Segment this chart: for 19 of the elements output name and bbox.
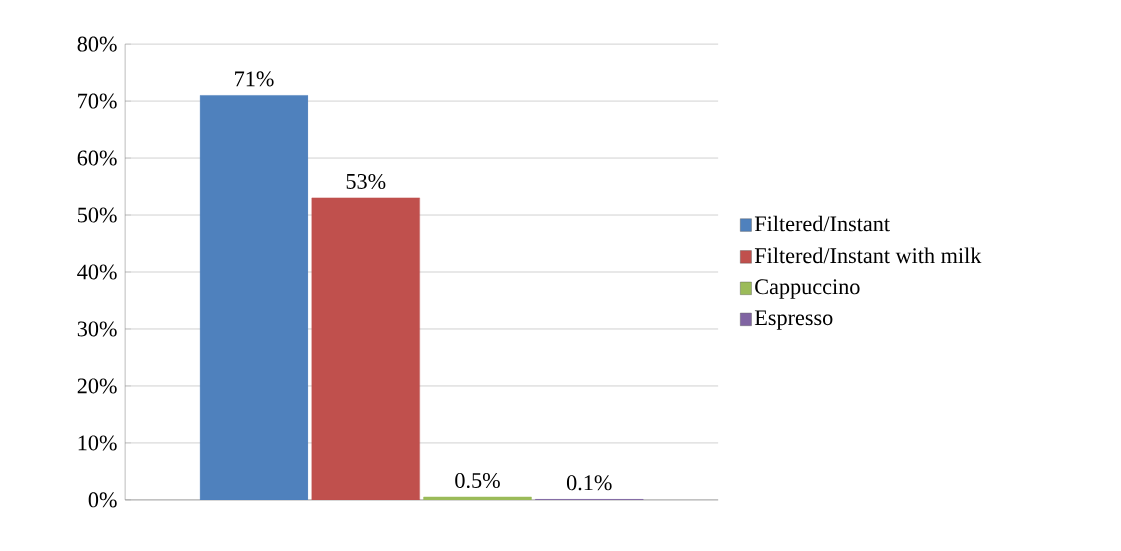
legend-label: Cappuccino (755, 279, 860, 299)
y-tick-label: 0% (88, 492, 117, 508)
y-tick-label: 60% (77, 150, 117, 166)
legend-label: Filtered/Instant (754, 215, 890, 232)
y-tick-label: 20% (77, 378, 117, 394)
data-label: 53% (346, 173, 386, 190)
y-tick-label: 70% (78, 93, 117, 109)
y-tick-label: 50% (78, 207, 117, 223)
y-tick-label: 80% (77, 36, 117, 52)
data-label: 0.1% (566, 475, 612, 491)
y-tick-label: 10% (78, 435, 117, 451)
legend-label: Espresso (754, 310, 833, 330)
data-label: 71% (235, 71, 274, 87)
legend-label: Filtered/Instant with milk (754, 247, 982, 264)
y-tick-label: 40% (77, 264, 117, 280)
bar (199, 95, 309, 500)
y-tick-label: 30% (77, 321, 117, 337)
bar (423, 496, 532, 500)
data-label: 0.5% (455, 473, 500, 489)
